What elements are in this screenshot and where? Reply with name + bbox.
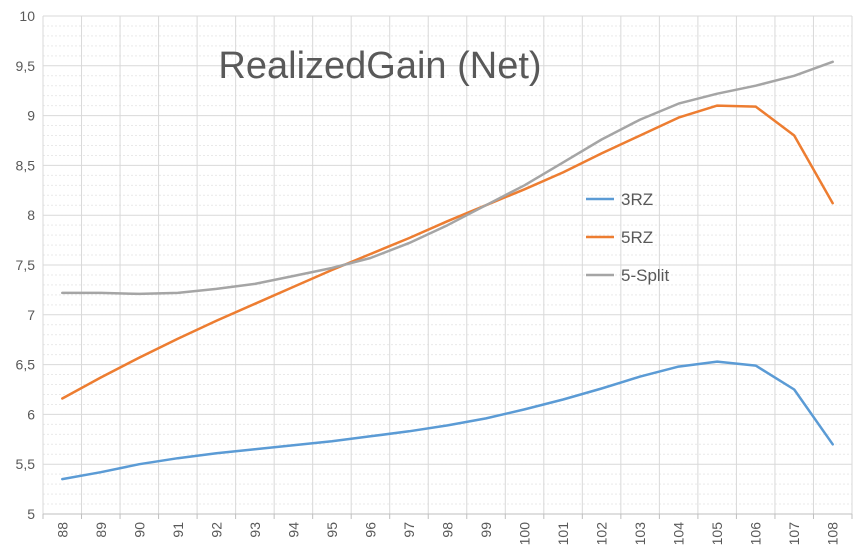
chart-title: RealizedGain (Net) (218, 45, 541, 87)
x-tick-label: 101 (555, 522, 571, 546)
x-tick-label: 96 (362, 522, 378, 538)
x-tick-label: 99 (478, 522, 494, 538)
y-tick-label: 9 (27, 108, 35, 124)
y-tick-label: 6 (27, 406, 35, 422)
x-tick-label: 102 (594, 522, 610, 546)
legend: 3RZ 5RZ 5-Split (586, 190, 669, 285)
series-line-5rz (61, 104, 834, 400)
x-tick-label: 100 (517, 522, 533, 546)
x-tick-label: 106 (748, 522, 764, 546)
x-tick-label: 90 (131, 522, 147, 538)
y-tick-label: 5 (27, 506, 35, 522)
legend-label-5-split: 5-Split (621, 266, 669, 285)
x-tick-label: 105 (709, 522, 725, 546)
x-tick-label: 89 (93, 522, 109, 538)
x-tick-label: 107 (786, 522, 802, 546)
x-tick-label: 95 (324, 522, 340, 538)
y-tick-label: 7 (27, 307, 35, 323)
x-tick-label: 103 (632, 522, 648, 546)
legend-label-5rz: 5RZ (621, 228, 653, 247)
x-tick-label: 93 (247, 522, 263, 538)
x-tick-label: 88 (54, 522, 70, 538)
series-line-5-split (61, 60, 834, 296)
series-lines (61, 60, 834, 481)
y-tick-label: 9,5 (16, 58, 36, 74)
y-tick-label: 10 (19, 8, 35, 24)
y-tick-label: 6,5 (16, 357, 36, 373)
x-tick-label: 91 (170, 522, 186, 538)
y-tick-label: 5,5 (16, 456, 36, 472)
axes: 5 5,5 6 6,5 7 7,5 8 8,5 9 9,5 10 88 89 90 91 92 93 94 95 96… (16, 8, 853, 546)
x-tick-label: 104 (671, 522, 687, 546)
y-tick-label: 7,5 (16, 257, 36, 273)
x-tick-label: 97 (401, 522, 417, 538)
x-tick-label: 94 (285, 522, 301, 538)
legend-label-3rz: 3RZ (621, 190, 653, 209)
x-tick-label: 108 (825, 522, 841, 546)
x-tick-label: 92 (208, 522, 224, 538)
series-line-3rz (61, 360, 834, 481)
x-tick-label: 98 (440, 522, 456, 538)
y-tick-label: 8,5 (16, 157, 36, 173)
y-tick-label: 8 (27, 207, 35, 223)
